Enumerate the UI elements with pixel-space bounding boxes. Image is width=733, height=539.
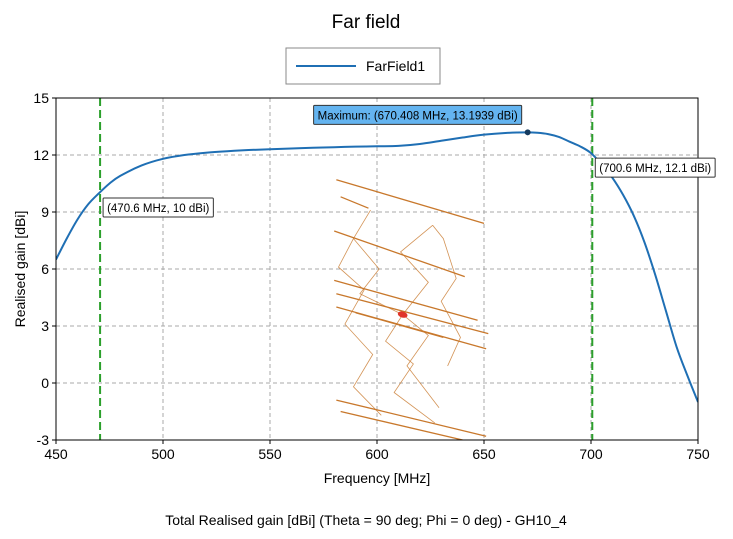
maximum-point-marker (524, 129, 531, 136)
y-axis-label: Realised gain [dBi] (12, 211, 28, 328)
annotation-box (313, 104, 523, 125)
y-tick-label: 12 (33, 147, 49, 163)
antenna-feed-point (397, 311, 408, 318)
annotation: (470.6 MHz, 10 dBi) (102, 197, 214, 218)
x-tick-label: 500 (151, 446, 175, 462)
chart-title: Far field (332, 12, 401, 33)
antenna-inset (333, 179, 489, 440)
chart-caption: Total Realised gain [dBi] (Theta = 90 de… (165, 512, 567, 528)
y-tick-label: 6 (41, 261, 49, 277)
y-axis-ticks: -3 0 3 6 9 12 15 (33, 90, 56, 448)
x-tick-label: 750 (686, 446, 710, 462)
x-axis-ticks: 450 500 550 600 650 700 750 (44, 440, 710, 462)
y-tick-label: -3 (37, 432, 50, 448)
antenna-element (334, 279, 478, 321)
antenna-element (336, 399, 487, 437)
antenna-feed-line (337, 238, 382, 416)
antenna-element (336, 293, 489, 335)
annotation-label: (470.6 MHz, 10 dBi) (107, 203, 209, 215)
annotations: Maximum: (670.408 MHz, 13.1939 dBi) (470.… (102, 104, 716, 218)
antenna-element (333, 230, 465, 278)
y-tick-label: 0 (41, 375, 49, 391)
x-tick-label: 550 (258, 446, 282, 462)
annotation-box (594, 157, 716, 178)
antenna-element (336, 179, 485, 225)
x-tick-label: 700 (579, 446, 603, 462)
x-axis-label: Frequency [MHz] (324, 470, 431, 486)
annotation-label: (700.6 MHz, 12.1 dBi) (599, 163, 711, 175)
annotation: (700.6 MHz, 12.1 dBi) (594, 157, 716, 178)
vertical-markers (99, 98, 594, 440)
y-tick-label: 3 (41, 318, 49, 334)
x-tick-label: 650 (472, 446, 496, 462)
antenna-element (340, 410, 463, 440)
y-tick-label: 15 (33, 90, 49, 106)
antenna-feed-line (432, 225, 461, 367)
series-line-farfield1[interactable] (56, 131, 698, 403)
antenna-element (340, 196, 369, 209)
legend-label: FarField1 (366, 58, 425, 74)
y-tick-label: 9 (41, 204, 49, 220)
x-tick-label: 450 (44, 446, 68, 462)
annotation-box (102, 197, 214, 218)
antenna-element (336, 306, 487, 350)
legend[interactable]: FarField1 (285, 47, 441, 85)
annotation: Maximum: (670.408 MHz, 13.1939 dBi) (313, 104, 531, 136)
x-tick-label: 600 (365, 446, 389, 462)
annotation-label: Maximum: (670.408 MHz, 13.1939 dBi) (318, 110, 518, 122)
